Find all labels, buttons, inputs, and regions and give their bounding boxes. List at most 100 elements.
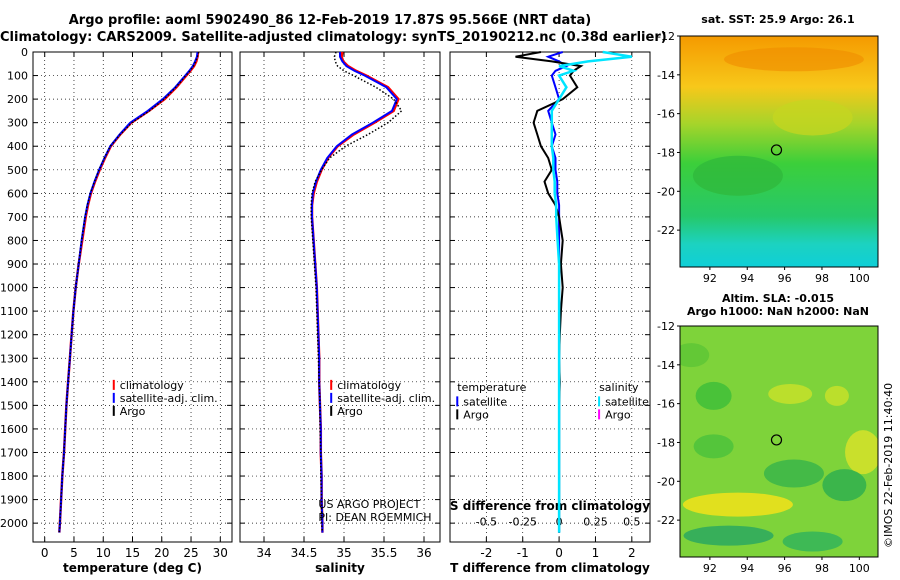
x-tick-label: 15 bbox=[125, 546, 140, 560]
s-diff-axis-label: S difference from climatology bbox=[450, 499, 650, 513]
x-tick-label: 0 bbox=[41, 546, 49, 560]
map-lat-label: -20 bbox=[657, 185, 675, 198]
depth-tick-label: 600 bbox=[7, 187, 28, 200]
map-lon-label: 98 bbox=[815, 562, 829, 575]
map-lat-label: -16 bbox=[657, 398, 675, 411]
plot-frame bbox=[449, 51, 651, 543]
x-tick-label: 5 bbox=[70, 546, 78, 560]
legend-label: Argo bbox=[605, 408, 631, 421]
s-diff-tick-label: 0.25 bbox=[583, 516, 608, 529]
x-tick-label: 35 bbox=[336, 546, 351, 560]
project-annotation: US ARGO PROJECT bbox=[318, 498, 420, 511]
legend-label: satellite bbox=[463, 395, 507, 408]
map-lat-label: -22 bbox=[657, 514, 675, 527]
depth-tick-label: 300 bbox=[7, 117, 28, 130]
legend-label: satellite-adj. clim. bbox=[337, 392, 435, 405]
depth-tick-label: 1400 bbox=[0, 376, 28, 389]
map-lat-label: -16 bbox=[657, 108, 675, 121]
s-diff-tick-label: 0.5 bbox=[623, 516, 641, 529]
legend-label: satellite-adj. clim. bbox=[120, 392, 218, 405]
depth-tick-label: 700 bbox=[7, 211, 28, 224]
sla-anomaly-blob bbox=[845, 430, 878, 475]
sst-map-panel: 92 94 96 98 100 -12 -14 -16 -18 -20 -22 bbox=[657, 30, 879, 285]
s-diff-tick-label: -0.5 bbox=[476, 516, 497, 529]
depth-tick-label: 0 bbox=[21, 46, 28, 59]
map-lat-label: -12 bbox=[657, 30, 675, 43]
sla-anomaly-blob bbox=[682, 492, 793, 517]
depth-tick-label: 900 bbox=[7, 258, 28, 271]
map-frame bbox=[679, 325, 879, 558]
x-tick-label: 34.5 bbox=[291, 546, 318, 560]
sla-anomaly-blob bbox=[693, 434, 734, 459]
argo-profile-line bbox=[310, 51, 403, 533]
depth-tick-label: 400 bbox=[7, 140, 28, 153]
depth-tick-label: 500 bbox=[7, 164, 28, 177]
salinity-panel: 34 34.5 35 35.5 36 salinity climatologysatelli… bbox=[239, 51, 441, 575]
depth-tick-label: 1800 bbox=[0, 470, 28, 483]
map-lon-label: 92 bbox=[703, 272, 717, 285]
map-frame bbox=[679, 35, 879, 268]
x-tick-label: 35.5 bbox=[371, 546, 398, 560]
map-field bbox=[680, 326, 878, 557]
argo-float-marker bbox=[770, 144, 783, 156]
map-lat-label: -14 bbox=[657, 359, 675, 372]
sla-anomaly-blob bbox=[695, 381, 732, 410]
x-tick-label: 34 bbox=[256, 546, 271, 560]
depth-tick-label: 1600 bbox=[0, 423, 28, 436]
legend-label: climatology bbox=[337, 379, 401, 392]
sst-field bbox=[680, 36, 878, 267]
x-tick-label: -1 bbox=[517, 546, 529, 560]
sla-anomaly-blob bbox=[768, 383, 813, 404]
x-tick-label: 1 bbox=[592, 546, 600, 560]
x-tick-label: 0 bbox=[555, 546, 563, 560]
x-tick-label: 10 bbox=[96, 546, 111, 560]
x-tick-label: 20 bbox=[154, 546, 169, 560]
legend-temperature-title: temperature bbox=[457, 381, 526, 394]
legend-label: satellite bbox=[605, 395, 649, 408]
depth-tick-label: 200 bbox=[7, 93, 28, 106]
x-tick-label: 30 bbox=[213, 546, 228, 560]
sla-anomaly-blob bbox=[680, 343, 710, 368]
x-axis-label: salinity bbox=[315, 561, 365, 575]
figure-title-line2: Climatology: CARS2009. Satellite-adjuste… bbox=[0, 30, 667, 45]
map-lat-label: -12 bbox=[657, 320, 675, 333]
sla-map-panel: 92 94 96 98 100 -12 -14 -16 -18 -20 -22 bbox=[657, 320, 879, 575]
map-lon-label: 94 bbox=[740, 272, 754, 285]
t-diff-argo-line bbox=[515, 51, 584, 533]
figure-title-line1: Argo profile: aoml 5902490_86 12-Feb-201… bbox=[68, 13, 592, 28]
map-lon-label: 92 bbox=[703, 562, 717, 575]
map-lat-label: -18 bbox=[657, 146, 675, 159]
satellite-clim-line bbox=[58, 51, 199, 533]
map-lat-label: -18 bbox=[657, 436, 675, 449]
climatology-line bbox=[310, 51, 400, 533]
sla-anomaly-blob bbox=[683, 525, 774, 546]
map-lon-label: 96 bbox=[778, 562, 792, 575]
map-lon-label: 98 bbox=[815, 272, 829, 285]
sst-cool-patch bbox=[692, 155, 783, 196]
s-diff-tick-label: -0.25 bbox=[508, 516, 536, 529]
map-lon-label: 100 bbox=[849, 562, 870, 575]
x-axis-label: T difference from climatology bbox=[450, 561, 650, 575]
depth-tick-label: 1900 bbox=[0, 494, 28, 507]
temperature-panel: 0 5 10 15 20 25 300100200300400500600700800900… bbox=[0, 46, 233, 575]
x-axis-label: temperature (deg C) bbox=[63, 561, 202, 575]
map-lat-label: -14 bbox=[657, 69, 675, 82]
map-lat-label: -22 bbox=[657, 224, 675, 237]
argo-float-marker bbox=[770, 434, 783, 446]
legend-label: Argo bbox=[337, 405, 363, 418]
legend-label: Argo bbox=[463, 408, 489, 421]
map-lon-label: 96 bbox=[778, 272, 792, 285]
sst-warm-tongue bbox=[772, 99, 853, 136]
map-field bbox=[680, 36, 878, 267]
depth-tick-label: 2000 bbox=[0, 517, 28, 530]
depth-tick-label: 1300 bbox=[0, 352, 28, 365]
x-tick-label: 2 bbox=[628, 546, 636, 560]
sst-map-title: sat. SST: 25.9 Argo: 26.1 bbox=[701, 13, 855, 26]
s-diff-satellite-line bbox=[550, 50, 632, 533]
legend-label: Argo bbox=[120, 405, 146, 418]
sla-map-title-line2: Argo h1000: NaN h2000: NaN bbox=[686, 305, 870, 318]
map-lon-label: 94 bbox=[740, 562, 754, 575]
depth-tick-label: 1000 bbox=[0, 282, 28, 295]
x-tick-label: -2 bbox=[480, 546, 492, 560]
